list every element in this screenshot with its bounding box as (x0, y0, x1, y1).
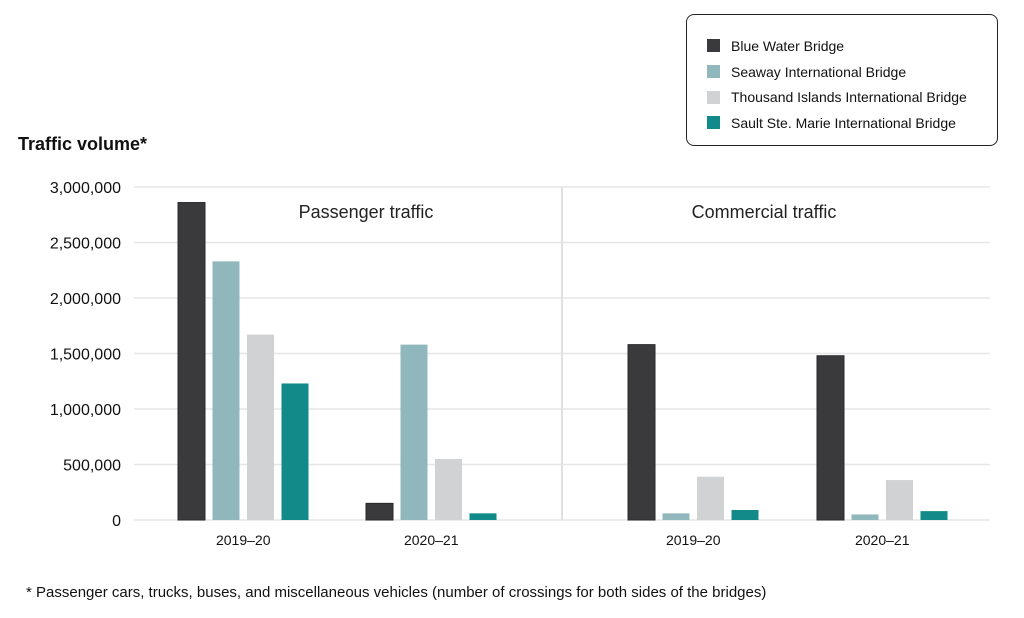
legend-label: Blue Water Bridge (731, 37, 845, 54)
legend-label: Thousand Islands International Bridge (731, 89, 967, 106)
bar (212, 261, 240, 520)
y-tick-label: 0 (112, 513, 121, 530)
bar (281, 383, 309, 520)
legend-item-seaway: Seaway International Bridge (687, 59, 997, 85)
legend-swatch (707, 65, 720, 79)
bar (469, 513, 497, 520)
x-tick-label: 2019–20 (216, 532, 271, 548)
bar (365, 502, 394, 521)
y-axis-title: Traffic volume* (18, 134, 148, 154)
legend-item-sault-ste-marie: Sault Ste. Marie International Bridge (687, 110, 997, 136)
panel-title: Commercial traffic (692, 202, 837, 222)
bar (697, 476, 724, 520)
y-tick-label: 3,000,000 (50, 180, 121, 197)
bar (177, 202, 206, 521)
panel-title: Passenger traffic (299, 202, 434, 222)
y-tick-label: 2,000,000 (50, 291, 121, 308)
legend-item-thousand-islands: Thousand Islands International Bridge (687, 84, 997, 110)
bar (816, 355, 845, 521)
legend-label: Seaway International Bridge (731, 63, 907, 80)
y-tick-label: 500,000 (63, 458, 121, 475)
legend: Blue Water Bridge Seaway International B… (686, 14, 998, 146)
bar (247, 334, 274, 520)
legend-swatch (707, 90, 720, 104)
x-tick-label: 2020–21 (855, 532, 910, 548)
y-tick-label: 2,500,000 (50, 236, 121, 253)
bar (662, 513, 690, 520)
bar (920, 511, 948, 520)
legend-swatch (707, 39, 720, 53)
y-tick-label: 1,500,000 (50, 347, 121, 364)
footnote: * Passenger cars, trucks, buses, and mis… (26, 584, 767, 601)
legend-swatch (707, 116, 720, 130)
bar (400, 344, 428, 520)
bar (435, 458, 462, 520)
x-tick-label: 2020–21 (404, 532, 459, 548)
bar (627, 344, 656, 521)
bar (851, 514, 879, 520)
y-tick-label: 1,000,000 (50, 402, 121, 419)
bar (731, 510, 759, 520)
x-tick-label: 2019–20 (666, 532, 721, 548)
legend-label: Sault Ste. Marie International Bridge (731, 114, 956, 131)
bar (886, 480, 913, 520)
legend-item-blue-water: Blue Water Bridge (687, 33, 997, 59)
